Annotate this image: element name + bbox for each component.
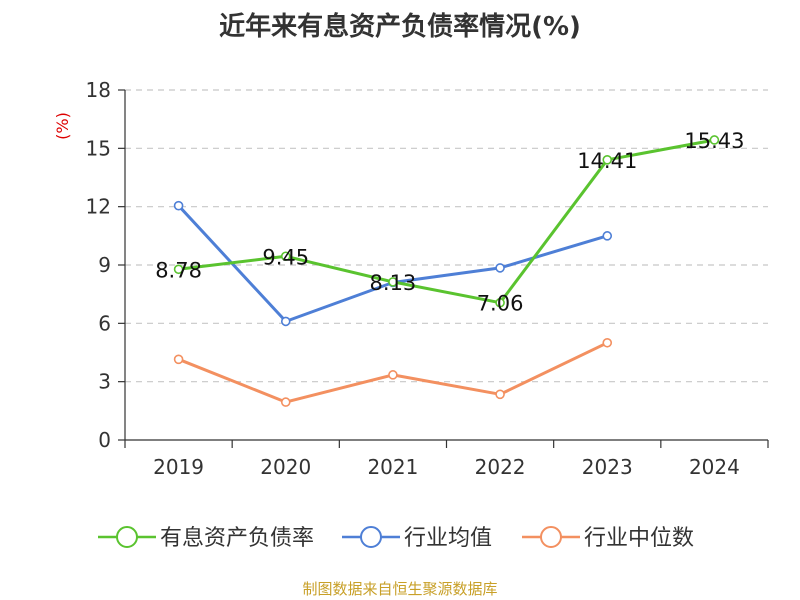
data-source-note: 制图数据来自恒生聚源数据库 [302, 580, 498, 598]
legend-label: 行业均值 [404, 526, 492, 551]
axes: 0 3 6 9 12 15 18 (%) 2019 2020 2021 2022 2023 2024 [53, 78, 769, 479]
x-tick-label: 2019 [153, 455, 204, 479]
chart-title: 近年来有息资产负债率情况(%) [219, 12, 581, 42]
x-tick-label: 2024 [689, 455, 740, 479]
y-tick-label: 6 [98, 311, 111, 335]
y-axis-label: (%) [53, 112, 72, 140]
y-tick-label: 18 [86, 78, 111, 102]
y-tick-label: 0 [98, 428, 111, 452]
data-label: 14.41 [577, 149, 637, 173]
data-label: 7.06 [477, 292, 524, 316]
data-point [495, 389, 505, 400]
data-label: 15.43 [684, 129, 744, 153]
grid-lines [125, 89, 768, 383]
data-point [602, 231, 613, 241]
y-tick-label: 3 [98, 370, 111, 394]
data-point [280, 316, 291, 327]
data-label: 9.45 [262, 245, 309, 269]
series-group [173, 135, 720, 407]
data-label: 8.13 [370, 271, 417, 295]
data-point [709, 135, 720, 145]
data-point [173, 200, 184, 211]
data-point [173, 354, 184, 365]
legend-label: 行业中位数 [584, 526, 694, 551]
x-tick-label: 2022 [475, 455, 526, 479]
legend-label: 有息资产负债率 [160, 526, 314, 551]
data-point [280, 251, 291, 262]
data-point [602, 155, 613, 165]
data-point [495, 263, 505, 273]
data-point [495, 297, 505, 308]
x-tick-label: 2021 [367, 455, 418, 479]
series-line-0 [178, 138, 715, 305]
legend-marker [116, 526, 138, 548]
legend: 有息资产负债率 行业均值 行业中位数 [98, 526, 694, 551]
data-point [280, 397, 291, 407]
x-tick-label: 2020 [260, 455, 311, 479]
data-point [173, 264, 184, 275]
y-tick-label: 12 [86, 195, 111, 219]
y-tick-label: 15 [86, 136, 111, 160]
data-label: 8.78 [155, 258, 202, 282]
legend-marker [360, 526, 382, 548]
series-line-1 [177, 204, 608, 323]
y-tick-label: 9 [98, 253, 111, 277]
data-point [388, 277, 398, 287]
data-point [388, 370, 398, 380]
x-tick-label: 2023 [582, 455, 633, 479]
data-labels: 8.78 9.45 8.13 7.06 14.41 15.43 [155, 129, 744, 316]
data-point [602, 337, 613, 348]
legend-marker [540, 526, 562, 548]
